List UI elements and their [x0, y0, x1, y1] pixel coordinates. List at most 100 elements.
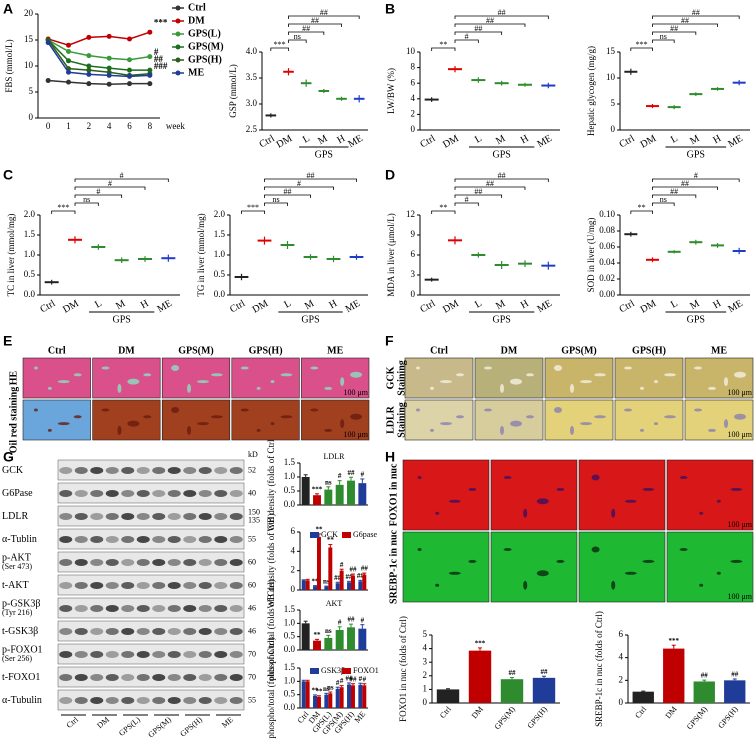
tissue-feature	[33, 366, 38, 370]
sig-label: **	[315, 526, 323, 534]
bar	[313, 696, 317, 708]
sig-label: #	[465, 32, 469, 41]
x-tick-label: H	[711, 298, 723, 311]
blot-strip	[57, 597, 245, 619]
bar	[724, 680, 746, 703]
sig-label: #	[338, 618, 342, 626]
x-tick-label: GPS(H)	[525, 704, 549, 730]
y-axis-label: GSP (mmol/L)	[228, 64, 238, 117]
tissue-feature	[536, 498, 549, 505]
tissue-feature	[708, 428, 716, 432]
x-tick-label: 4	[107, 121, 112, 131]
lane-label: Ctrl	[65, 715, 81, 730]
tissue-feature	[417, 548, 422, 551]
y-tick-label: 1.5	[284, 662, 296, 672]
point	[45, 78, 51, 84]
blot-band	[121, 605, 135, 612]
blot-band	[198, 697, 212, 704]
sig-label: ##	[681, 179, 689, 188]
y-tick-label: 10	[606, 72, 616, 82]
lane-label: ME	[220, 715, 235, 730]
bar	[347, 582, 351, 590]
legend-label: GPS(H)	[188, 54, 222, 65]
point	[66, 58, 71, 64]
tissue-feature	[640, 428, 644, 432]
blot-band	[152, 674, 166, 681]
blot-band	[167, 674, 181, 681]
blot-band	[167, 651, 181, 658]
blot-label: G6Pase	[2, 488, 33, 499]
blot-band	[136, 697, 150, 704]
sig-label: #	[297, 179, 301, 188]
blot-band	[90, 467, 104, 474]
sig-bracket	[454, 31, 503, 35]
sig-bracket	[652, 194, 697, 198]
legend-label: G6pase	[353, 530, 377, 539]
tissue-feature	[591, 546, 600, 553]
sig-label: ***	[669, 637, 680, 645]
blot-band	[198, 605, 212, 612]
tissue-feature	[526, 373, 534, 377]
row-label: LDLR	[385, 405, 396, 434]
kd-header: kD	[248, 450, 258, 459]
y-tick-label: 20	[24, 8, 34, 18]
blot-label: t-FOXO1	[2, 672, 40, 683]
x-tick-label: ME	[535, 133, 553, 150]
group-label: GPS	[687, 149, 705, 160]
legend-label: GSK3β	[321, 666, 345, 675]
y-tick-label: 1.5	[284, 604, 296, 614]
blot-band	[152, 536, 166, 543]
point	[147, 54, 153, 60]
sig-label: #	[338, 472, 342, 480]
y-tick-label: 0	[29, 112, 34, 122]
column-label: GPS(M)	[178, 345, 214, 356]
sig-label: **	[439, 40, 447, 49]
blot-band	[136, 490, 150, 497]
blot-band	[59, 513, 73, 520]
y-tick-label: 3	[423, 656, 428, 666]
sig-label: ns	[660, 195, 667, 204]
y-axis-label: TC in liver (mmol/mg)	[6, 214, 16, 297]
x-tick-label: M	[114, 298, 127, 312]
sig-label: ***	[636, 40, 648, 49]
bar	[313, 495, 321, 505]
y-tick-label: 15	[606, 46, 616, 56]
blot-band	[74, 674, 88, 681]
bar	[335, 688, 340, 708]
bar	[362, 574, 367, 590]
sig-label: ##	[692, 8, 700, 17]
sig-bracket	[431, 210, 456, 214]
group-label: GPS	[112, 314, 130, 325]
lane-label: GPS(L)	[117, 715, 142, 738]
bar	[358, 483, 367, 505]
micrograph	[666, 459, 754, 531]
legend-label: ME	[188, 67, 204, 78]
sig-bracket	[264, 178, 357, 182]
sig-label: #	[363, 675, 367, 683]
blot-label: t-GSK3β	[2, 626, 38, 637]
sig-bracket	[454, 202, 479, 206]
legend-swatch	[342, 532, 351, 538]
blot-band	[59, 536, 73, 543]
blot-band	[167, 559, 181, 566]
tissue-feature	[210, 373, 223, 377]
blot-band	[167, 582, 181, 589]
sig-label: ***	[312, 485, 323, 493]
x-tick-label: 2	[87, 121, 92, 131]
blot-band	[74, 559, 88, 566]
y-tick-label: 0	[611, 124, 616, 134]
bar	[339, 570, 344, 590]
blot-band	[105, 513, 119, 520]
micrograph	[92, 357, 161, 399]
blot-band	[214, 651, 228, 658]
blot-band	[198, 559, 212, 566]
blot-band	[183, 651, 197, 658]
micrograph	[474, 357, 544, 399]
y-axis-label: phospho/total (folds of Ctrl)	[266, 579, 276, 680]
tissue-feature	[679, 548, 688, 551]
blot-band	[152, 513, 166, 520]
sig-bracket	[74, 202, 99, 206]
sig-label: ##	[541, 668, 549, 676]
sig-label: #	[694, 171, 698, 180]
sig-label: ##	[474, 24, 482, 33]
